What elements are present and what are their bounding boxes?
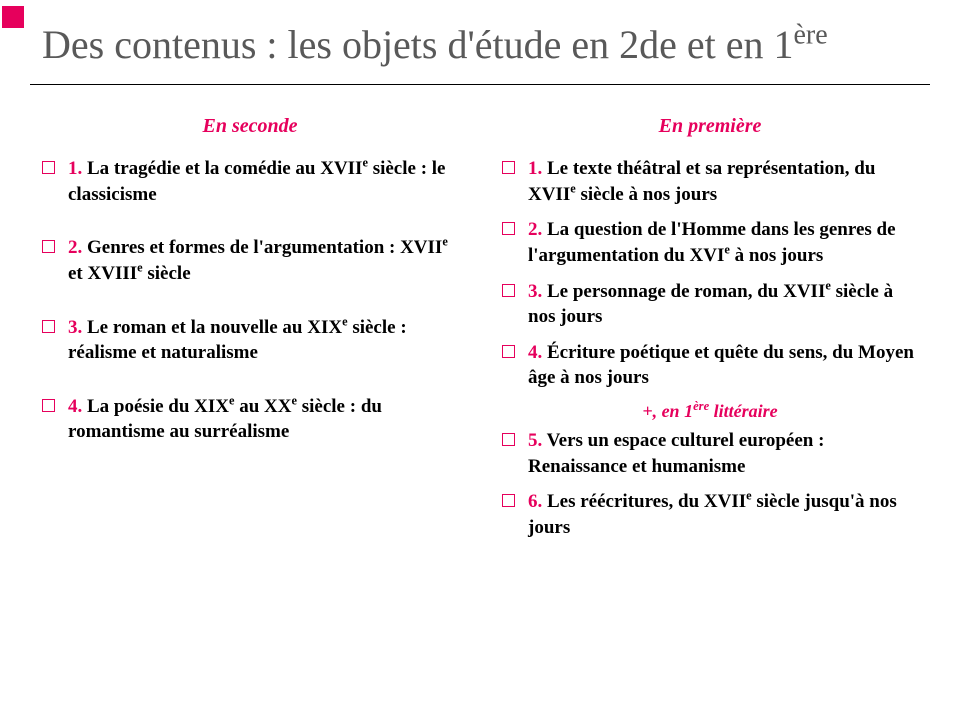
list-item: 5. Vers un espace culturel européen : Re…	[500, 428, 920, 479]
list-item: 1. La tragédie et la comédie au XVIIe si…	[40, 156, 460, 207]
list-item: 2. Genres et formes de l'argumentation :…	[40, 235, 460, 286]
subheading-litteraire: +, en 1ère littéraire	[500, 401, 920, 422]
list-item: 2. La question de l'Homme dans les genre…	[500, 217, 920, 268]
column-premiere: En première 1. Le texte théâtral et sa r…	[490, 115, 930, 551]
list-item: 4. Écriture poétique et quête du sens, d…	[500, 340, 920, 391]
list-seconde: 1. La tragédie et la comédie au XVIIe si…	[40, 156, 460, 445]
list-item: 6. Les réécritures, du XVIIe siècle jusq…	[500, 489, 920, 540]
title-accent-square	[2, 6, 24, 28]
list-item: 3. Le personnage de roman, du XVIIe sièc…	[500, 279, 920, 330]
slide: Des contenus : les objets d'étude en 2de…	[0, 0, 960, 720]
title-container: Des contenus : les objets d'étude en 2de…	[30, 20, 930, 85]
heading-seconde: En seconde	[40, 115, 460, 138]
page-title: Des contenus : les objets d'étude en 2de…	[42, 20, 930, 70]
two-column-layout: En seconde 1. La tragédie et la comédie …	[30, 115, 930, 551]
heading-premiere: En première	[500, 115, 920, 138]
list-item: 4. La poésie du XIXe au XXe siècle : du …	[40, 394, 460, 445]
list-premiere-a: 1. Le texte théâtral et sa représentatio…	[500, 156, 920, 391]
list-premiere-b: 5. Vers un espace culturel européen : Re…	[500, 428, 920, 541]
list-item: 1. Le texte théâtral et sa représentatio…	[500, 156, 920, 207]
column-seconde: En seconde 1. La tragédie et la comédie …	[30, 115, 470, 551]
list-item: 3. Le roman et la nouvelle au XIXe siècl…	[40, 315, 460, 366]
